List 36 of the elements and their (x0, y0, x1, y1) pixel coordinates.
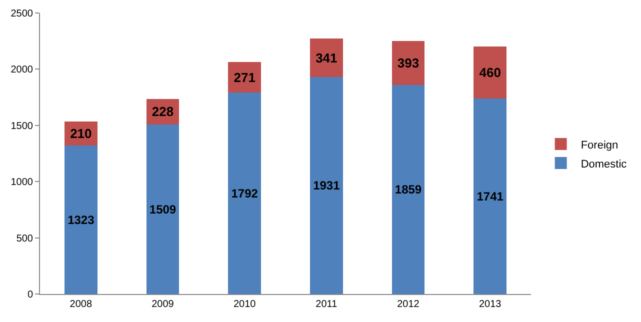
legend-label: Foreign (580, 139, 618, 152)
y-tick-label: 500 (16, 233, 34, 244)
data-label: 393 (397, 55, 420, 70)
bar (310, 76, 343, 294)
bar (64, 145, 98, 294)
bar (228, 92, 261, 294)
bar (392, 40, 425, 86)
bar (474, 98, 506, 294)
y-tick-label: 2500 (10, 8, 34, 20)
data-label: 1323 (68, 212, 95, 227)
x-tick-label: 2013 (478, 299, 502, 310)
data-label: 460 (479, 64, 501, 80)
y-tick-label: 1000 (10, 177, 34, 188)
data-label: 1509 (149, 202, 176, 216)
x-tick-label: 2011 (316, 299, 338, 310)
data-label: 1859 (394, 182, 422, 197)
data-label: 228 (152, 104, 174, 120)
data-label: 341 (316, 50, 338, 66)
data-label: 1741 (476, 189, 504, 204)
y-tick-label: 0 (27, 290, 34, 300)
data-label: 1931 (313, 178, 340, 193)
bar (392, 85, 425, 294)
data-label: 271 (234, 70, 256, 85)
bar (474, 46, 506, 98)
x-tick-label: 2010 (233, 299, 256, 310)
bar (310, 38, 343, 77)
x-tick-label: 2009 (152, 299, 174, 310)
legend-label: Domestic (580, 158, 628, 170)
data-label: 1792 (231, 186, 258, 200)
x-tick-label: 2012 (397, 299, 420, 310)
data-label: 210 (70, 126, 92, 141)
y-tick-label: 2000 (10, 64, 34, 76)
bar (228, 62, 261, 93)
bar (146, 124, 180, 294)
y-tick-label: 1500 (10, 120, 34, 132)
x-tick-label: 2008 (70, 299, 92, 310)
